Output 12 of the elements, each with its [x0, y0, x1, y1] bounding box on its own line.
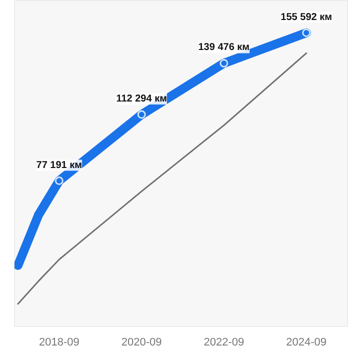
point	[302, 28, 311, 38]
x-tick-label: 2018-09	[38, 336, 80, 348]
x-tick-label: 2022-09	[204, 336, 244, 348]
point	[220, 58, 228, 68]
data-label: 77 191 км	[36, 160, 82, 171]
x-tick-label: 2020-09	[121, 336, 162, 348]
data-label: 139 476 км	[198, 42, 250, 54]
data-label: 112 294 км	[116, 94, 167, 105]
point	[54, 176, 64, 186]
x-tick-label: 2024-09	[286, 336, 327, 348]
point	[137, 110, 146, 119]
data-label: 155 592 км	[280, 12, 332, 23]
